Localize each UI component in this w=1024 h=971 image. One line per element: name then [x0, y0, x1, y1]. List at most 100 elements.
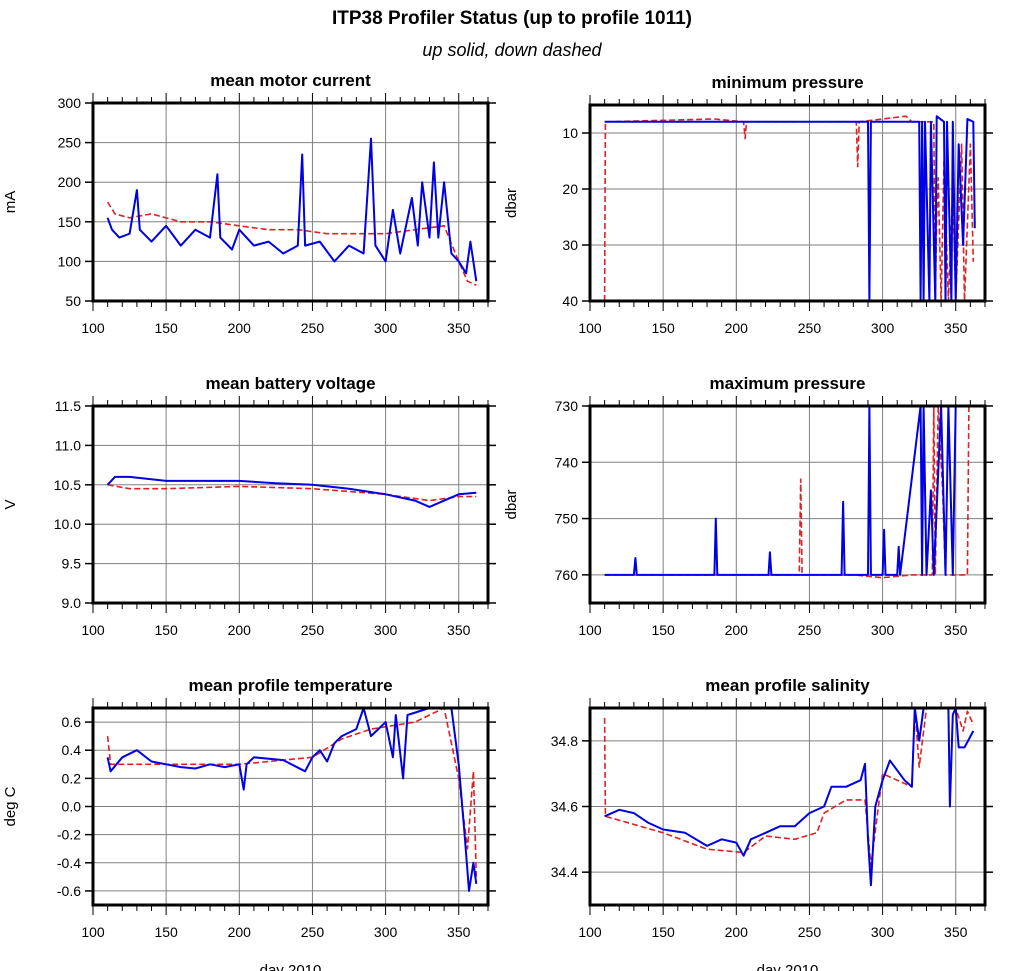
panel-5: mean profile salinity 34.4 34.6 34.8 100 150 2…: [551, 676, 993, 971]
figure-subtitle: up solid, down dashed: [422, 40, 602, 60]
y-axis-label: dbar: [503, 188, 520, 218]
y-tick-label: 9.0: [62, 595, 82, 611]
y-tick-label: 150: [58, 214, 82, 230]
x-tick-label: 250: [798, 622, 822, 638]
x-tick-label: 200: [228, 320, 252, 336]
series-up-line: [604, 406, 957, 576]
x-tick-label: 300: [374, 924, 398, 940]
series-down-line: [604, 406, 974, 579]
x-tick-label: 250: [301, 622, 325, 638]
y-tick-label: 20: [562, 181, 578, 197]
x-axis-label: day 2010: [260, 962, 322, 971]
x-tick-label: 100: [578, 924, 602, 940]
y-tick-label: 11.0: [55, 437, 81, 453]
y-tick-label: 10.0: [54, 516, 81, 532]
y-axis-label: dbar: [503, 489, 520, 519]
panel-title: maximum pressure: [710, 374, 866, 393]
y-tick-label: 730: [555, 398, 579, 414]
y-tick-label: -0.4: [57, 855, 81, 871]
x-tick-label: 350: [447, 320, 471, 336]
panel-title: minimum pressure: [711, 73, 863, 92]
x-tick-label: 350: [447, 622, 471, 638]
x-tick-label: 200: [228, 924, 252, 940]
y-tick-label: 40: [562, 293, 578, 309]
series-up-line: [106, 475, 477, 508]
y-tick-label: 0.4: [62, 742, 82, 758]
x-tick-label: 250: [798, 320, 822, 336]
plot-frame: [91, 706, 490, 907]
y-axis-label: deg C: [2, 786, 19, 826]
x-tick-label: 250: [798, 924, 822, 940]
y-tick-label: 200: [58, 174, 82, 190]
x-tick-label: 350: [944, 320, 968, 336]
x-tick-label: 150: [651, 924, 675, 940]
series-up-line: [604, 115, 976, 301]
panel-title: mean profile temperature: [188, 676, 392, 695]
x-tick-label: 150: [154, 320, 178, 336]
y-tick-label: 100: [58, 253, 82, 269]
y-tick-label: 740: [555, 454, 579, 470]
x-tick-label: 100: [81, 320, 105, 336]
panel-3: maximum pressure 730 740 750 760 100 150 200 250…: [503, 374, 993, 638]
x-tick-label: 350: [447, 924, 471, 940]
x-tick-label: 250: [301, 320, 325, 336]
x-tick-label: 100: [81, 622, 105, 638]
x-tick-label: 300: [374, 622, 398, 638]
panel-2: mean battery voltage 9.0 9.5 10.0 10.5 11.0 11…: [2, 374, 496, 638]
plot-frame: [588, 404, 987, 605]
panel-title: mean battery voltage: [205, 374, 375, 393]
y-tick-label: 10.5: [54, 477, 81, 493]
x-tick-label: 200: [725, 924, 749, 940]
x-axis-label: day 2010: [757, 962, 819, 971]
figure-title: ITP38 Profiler Status (up to profile 101…: [331, 8, 693, 29]
x-tick-label: 100: [578, 320, 602, 336]
x-tick-label: 250: [301, 924, 325, 940]
series-down-line: [107, 484, 477, 502]
x-tick-label: 200: [725, 622, 749, 638]
x-tick-label: 100: [81, 924, 105, 940]
y-tick-label: 50: [65, 293, 81, 309]
y-tick-label: 34.8: [551, 733, 578, 749]
plot-frame: [588, 103, 987, 303]
y-tick-label: 760: [555, 567, 579, 583]
x-tick-label: 150: [154, 622, 178, 638]
y-tick-label: 10: [562, 125, 578, 141]
plot-frame: [91, 404, 490, 605]
y-tick-label: 11.5: [55, 398, 81, 414]
y-tick-label: 0.6: [62, 714, 82, 730]
y-tick-label: 34.6: [551, 799, 578, 815]
series-up-line: [106, 137, 478, 282]
x-tick-label: 200: [725, 320, 749, 336]
x-tick-label: 150: [651, 320, 675, 336]
x-tick-label: 350: [944, 622, 968, 638]
y-tick-label: 34.4: [551, 864, 578, 880]
series-down-line: [106, 201, 477, 286]
x-tick-label: 300: [871, 622, 895, 638]
x-tick-label: 150: [651, 622, 675, 638]
plot-frame: [588, 706, 987, 907]
y-tick-label: -0.6: [57, 883, 81, 899]
panel-title: mean motor current: [210, 71, 371, 90]
y-tick-label: 250: [58, 135, 82, 151]
x-tick-label: 200: [228, 622, 252, 638]
y-tick-label: 0.0: [62, 799, 82, 815]
y-axis-label: mA: [2, 191, 19, 214]
x-tick-label: 300: [871, 320, 895, 336]
series-down-line: [106, 708, 478, 877]
x-tick-label: 350: [944, 924, 968, 940]
y-tick-label: 0.2: [62, 770, 82, 786]
x-tick-label: 100: [578, 622, 602, 638]
x-tick-label: 300: [871, 924, 895, 940]
series-down-line: [603, 115, 975, 301]
series-up-line: [604, 708, 975, 887]
x-tick-label: 300: [374, 320, 398, 336]
y-tick-label: 30: [562, 237, 578, 253]
y-axis-label: V: [2, 499, 19, 509]
plot-frame: [91, 101, 490, 303]
y-tick-label: -0.2: [57, 827, 81, 843]
panel-4: mean profile temperature -0.6 -0.4 -0.2 0.0 0…: [2, 676, 496, 971]
panel-title: mean profile salinity: [705, 676, 870, 695]
